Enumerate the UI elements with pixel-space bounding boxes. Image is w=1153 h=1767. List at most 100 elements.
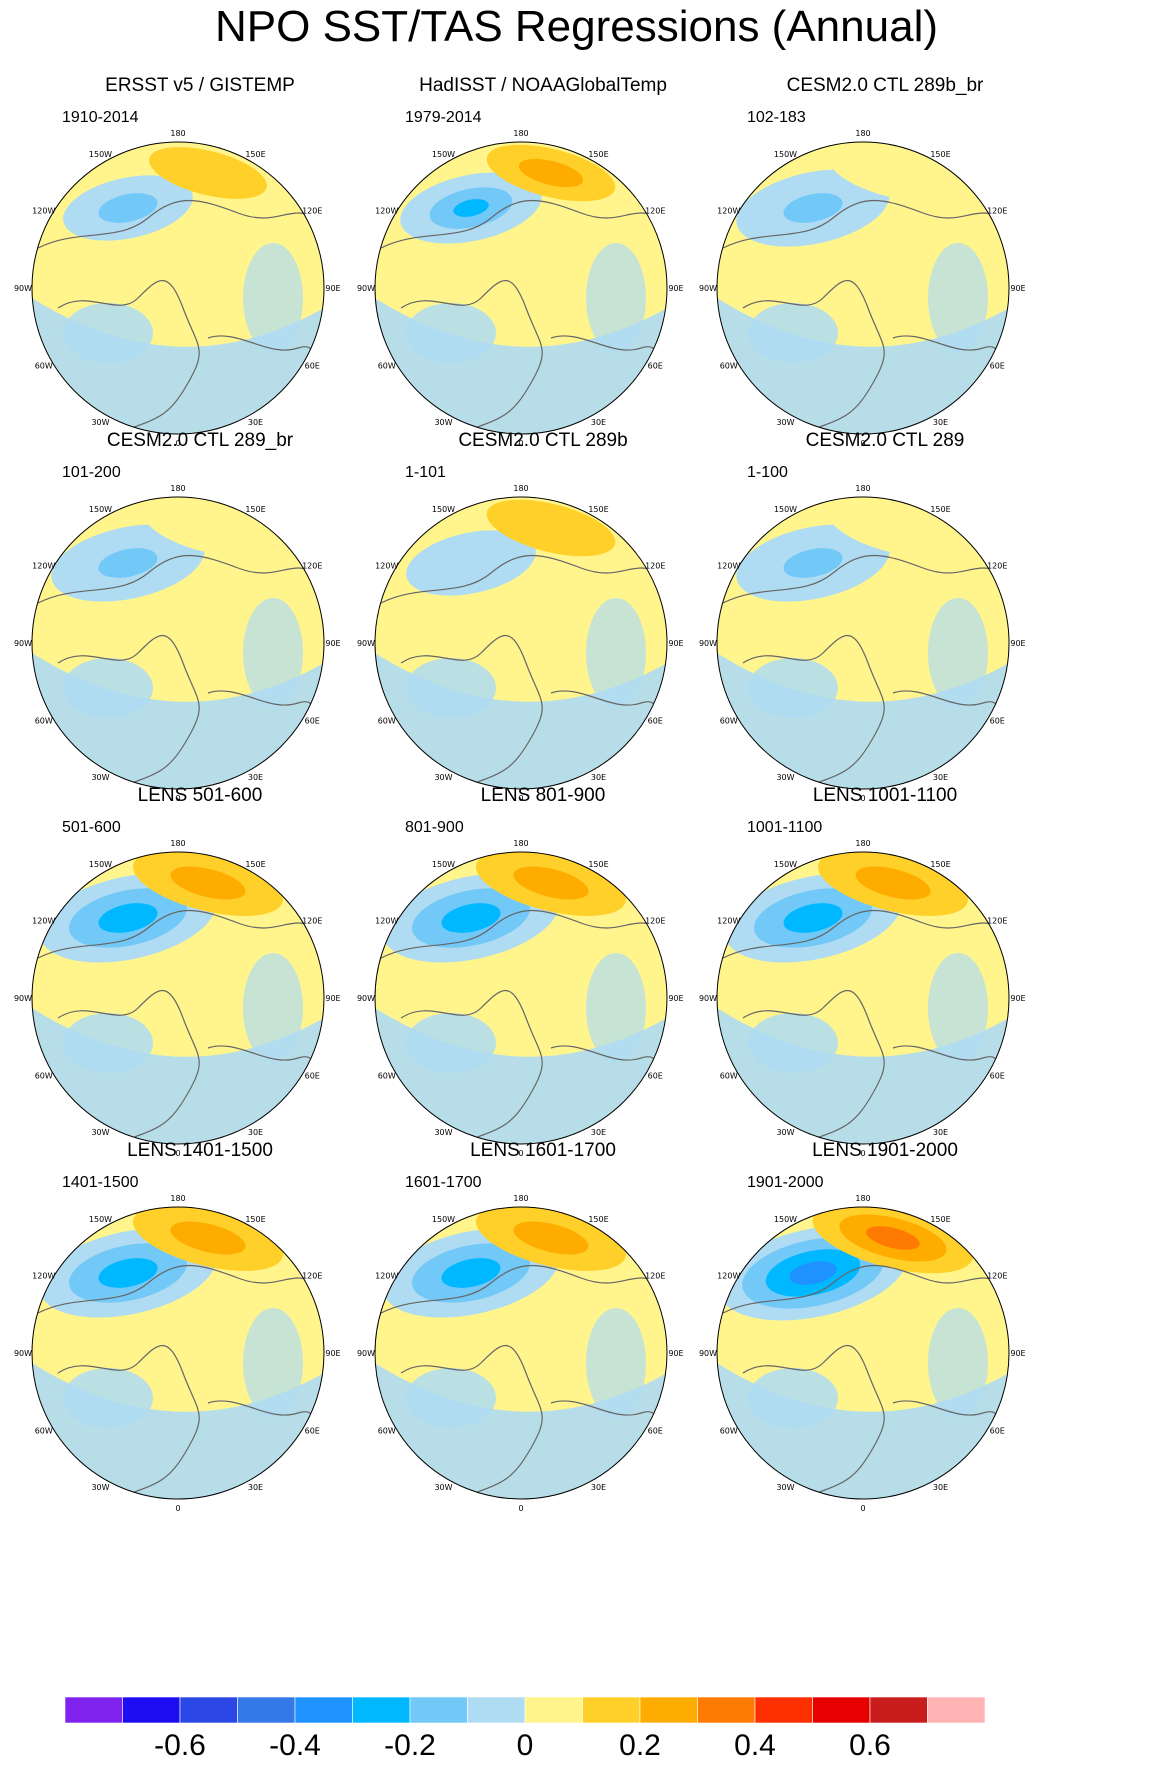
longitude-label: 120W: [32, 917, 55, 926]
anomaly-region: [717, 1363, 1009, 1499]
panel-title: LENS 801-900: [480, 785, 606, 806]
longitude-label: 120W: [32, 1272, 55, 1281]
anomaly-region: [928, 243, 988, 353]
coastline: [380, 910, 662, 959]
map-panel: LENS 801-900 801-900 180 150E 120E 90E 60E 30…: [357, 785, 713, 1185]
longitude-label: 120W: [717, 917, 740, 926]
longitude-label: 120W: [375, 562, 398, 571]
colorbar-bin: [582, 1697, 641, 1724]
longitude-label: 120W: [717, 1272, 740, 1281]
longitude-label: 30E: [591, 418, 606, 427]
longitude-label: 90W: [14, 994, 32, 1003]
map-border: [716, 1206, 1010, 1500]
longitude-label: 120W: [375, 1272, 398, 1281]
coastline: [57, 989, 200, 1144]
anomaly-region: [783, 903, 843, 933]
colorbar-tick-label: 0.6: [849, 1729, 891, 1762]
longitude-label: 60E: [648, 717, 663, 726]
longitude-label: 180: [170, 1194, 185, 1203]
panel-title: CESM2.0 CTL 289b_br: [786, 75, 984, 96]
longitude-label: 90W: [357, 639, 375, 648]
longitude-label: 90E: [1010, 284, 1025, 293]
coastline: [57, 634, 200, 789]
longitude-label: 150E: [588, 505, 608, 514]
colorbar: -0.6 -0.4 -0.2 0 0.2 0.4 0.6: [65, 1697, 986, 1762]
longitude-label: 120E: [987, 207, 1007, 216]
colorbar-tick-label: -0.6: [154, 1729, 206, 1762]
coastline: [722, 555, 1004, 604]
coastline: [742, 989, 885, 1144]
longitude-label: 30W: [434, 1483, 452, 1492]
anomaly-region: [717, 298, 1009, 434]
longitude-label: 90W: [14, 639, 32, 648]
longitude-label: 150E: [245, 860, 265, 869]
longitude-label: 30W: [434, 418, 452, 427]
map-panel: LENS 1001-1100 1001-1100 180 150E 120E 90E 6…: [699, 785, 1055, 1185]
longitude-label: 180: [855, 1194, 870, 1203]
longitude-label: 150E: [930, 505, 950, 514]
panel-years-label: 1601-1700: [405, 1174, 482, 1191]
map-panel: ERSST v5 / GISTEMP 1910-2014 180 150E 120E…: [14, 75, 370, 475]
coastline: [37, 910, 319, 959]
coastline: [380, 1265, 662, 1314]
anomaly-region: [63, 1368, 153, 1428]
longitude-label: 90W: [699, 639, 717, 648]
anomaly-region: [32, 298, 324, 434]
longitude-label: 90W: [357, 994, 375, 1003]
longitude-label: 60W: [720, 1427, 738, 1436]
anomaly-region: [243, 1308, 303, 1418]
panel-years-label: 102-183: [747, 109, 806, 126]
longitude-label: 60E: [648, 1072, 663, 1081]
colorbar-bin: [352, 1697, 411, 1724]
map-border: [716, 851, 1010, 1145]
longitude-label: 30E: [933, 418, 948, 427]
anomaly-region: [828, 144, 958, 202]
map-border: [31, 851, 325, 1145]
anomaly-region: [375, 1008, 667, 1144]
longitude-label: 90E: [668, 1349, 683, 1358]
colorbar-bin: [812, 1697, 871, 1724]
longitude-label: 120E: [645, 562, 665, 571]
coastline: [742, 1344, 885, 1499]
longitude-label: 30W: [776, 1128, 794, 1137]
map-panel: HadISST / NOAAGlobalTemp 1979-2014 180 15…: [357, 75, 713, 475]
longitude-label: 90E: [1010, 1349, 1025, 1358]
longitude-label: 180: [170, 839, 185, 848]
longitude-label: 30E: [933, 1483, 948, 1492]
longitude-label: 30W: [91, 1483, 109, 1492]
longitude-label: 0: [175, 1504, 180, 1513]
anomaly-region: [32, 653, 324, 789]
longitude-label: 30W: [434, 773, 452, 782]
longitude-label: 30E: [248, 418, 263, 427]
longitude-label: 60E: [305, 1072, 320, 1081]
longitude-label: 120E: [987, 562, 1007, 571]
longitude-label: 60W: [720, 717, 738, 726]
longitude-label: 120E: [987, 917, 1007, 926]
longitude-label: 150W: [89, 150, 112, 159]
longitude-label: 150E: [245, 150, 265, 159]
anomaly-region: [513, 1221, 589, 1255]
anomaly-region: [63, 303, 153, 363]
panel-years-label: 1401-1500: [62, 1174, 139, 1191]
colorbar-tick-label: -0.4: [269, 1729, 321, 1762]
panel-years-label: 1-100: [747, 464, 788, 481]
figure-title: NPO SST/TAS Regressions (Annual): [215, 2, 938, 51]
longitude-label: 60E: [990, 1427, 1005, 1436]
longitude-label: 150W: [774, 1215, 797, 1224]
map-border: [716, 496, 1010, 790]
colorbar-tick-label: 0.4: [734, 1729, 776, 1762]
panel-title: LENS 501-600: [137, 785, 263, 806]
anomaly-region: [486, 499, 616, 557]
longitude-label: 90W: [699, 284, 717, 293]
panel-title: LENS 1401-1500: [127, 1140, 273, 1161]
colorbar-bin: [237, 1697, 296, 1724]
coastline: [742, 634, 885, 789]
anomaly-region: [783, 548, 843, 578]
longitude-label: 30W: [91, 1128, 109, 1137]
panel-years-label: 1901-2000: [747, 1174, 824, 1191]
longitude-label: 0: [518, 1504, 523, 1513]
longitude-label: 120W: [717, 562, 740, 571]
longitude-label: 60W: [35, 717, 53, 726]
longitude-label: 150E: [930, 1215, 950, 1224]
longitude-label: 0: [860, 1504, 865, 1513]
